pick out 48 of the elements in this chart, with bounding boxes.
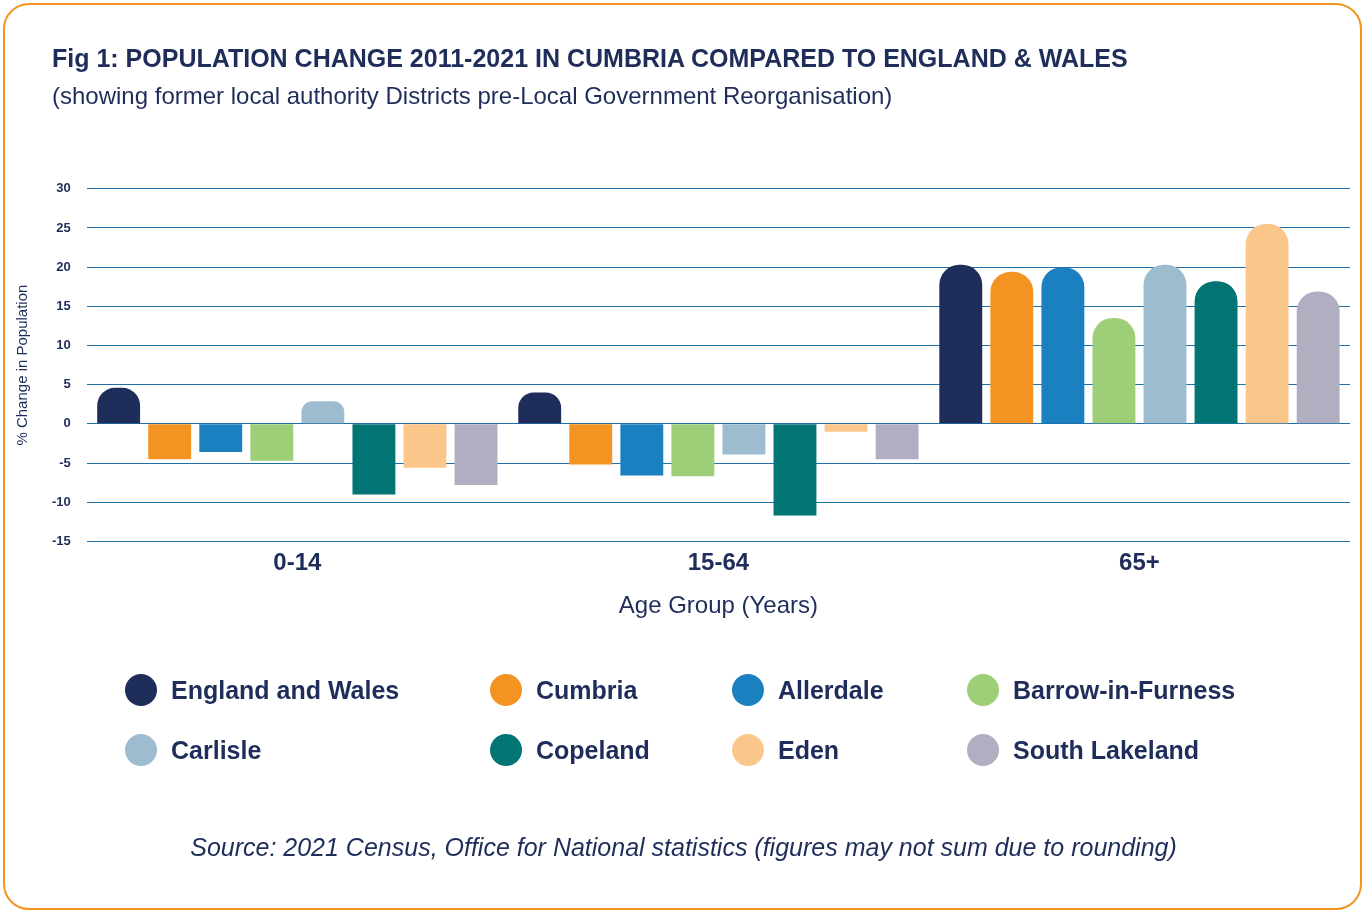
bar	[1245, 224, 1289, 424]
bar	[824, 424, 868, 432]
chart-subtitle: (showing former local authority Districts pre-Local Government Reorganisation)	[52, 82, 893, 110]
bar	[1143, 264, 1187, 424]
y-tick-label: -15	[51, 532, 71, 548]
bar	[250, 424, 294, 461]
bar	[148, 424, 192, 460]
bar	[990, 271, 1034, 424]
bar	[939, 264, 983, 424]
bar	[620, 424, 664, 476]
legend-label: Barrow-in-Furness	[1013, 675, 1236, 705]
legend-label: Cumbria	[536, 675, 638, 705]
x-tick-label: 15-64	[687, 548, 750, 576]
chart-title: Fig 1: POPULATION CHANGE 2011-2021 IN CUMBRIA COMPARED TO ENGLAND & WALES	[52, 44, 1128, 73]
bar	[1041, 267, 1085, 424]
y-tick-label: 20	[56, 258, 71, 274]
bar	[403, 424, 447, 468]
legend-label: England and Wales	[171, 675, 400, 705]
bar	[569, 424, 613, 465]
y-tick-label: -10	[51, 493, 71, 509]
y-tick-label: 15	[56, 297, 71, 313]
bar	[352, 424, 396, 495]
bar	[722, 424, 766, 455]
bar	[773, 424, 817, 516]
y-tick-label: 10	[56, 337, 71, 353]
y-tick-label: -5	[59, 454, 71, 470]
x-axis-title: Age Group (Years)	[618, 591, 818, 619]
y-axis-title: % Change in Population	[13, 284, 31, 446]
bar	[1296, 291, 1340, 424]
bar	[454, 424, 498, 485]
legend-label: Copeland	[536, 735, 650, 765]
source-note: Source: 2021 Census, Office for National statistics (figures may not sum due to rounding)	[189, 833, 1178, 862]
y-tick-label: 25	[56, 219, 71, 235]
legend-label: Allerdale	[778, 675, 884, 705]
bar	[1194, 281, 1238, 424]
legend-label: South Lakeland	[1013, 735, 1200, 765]
bar	[301, 401, 345, 424]
legend-label: Eden	[778, 735, 840, 765]
bar	[1092, 318, 1136, 424]
y-tick-label: 5	[63, 376, 71, 392]
bar	[875, 424, 919, 460]
y-tick-label: 30	[56, 180, 71, 196]
x-tick-label: 0-14	[273, 548, 322, 576]
y-tick-label: 0	[63, 415, 71, 431]
x-tick-label: 65+	[1119, 548, 1160, 576]
bar	[671, 424, 715, 477]
bar	[199, 424, 243, 453]
legend-label: Carlisle	[171, 735, 262, 765]
